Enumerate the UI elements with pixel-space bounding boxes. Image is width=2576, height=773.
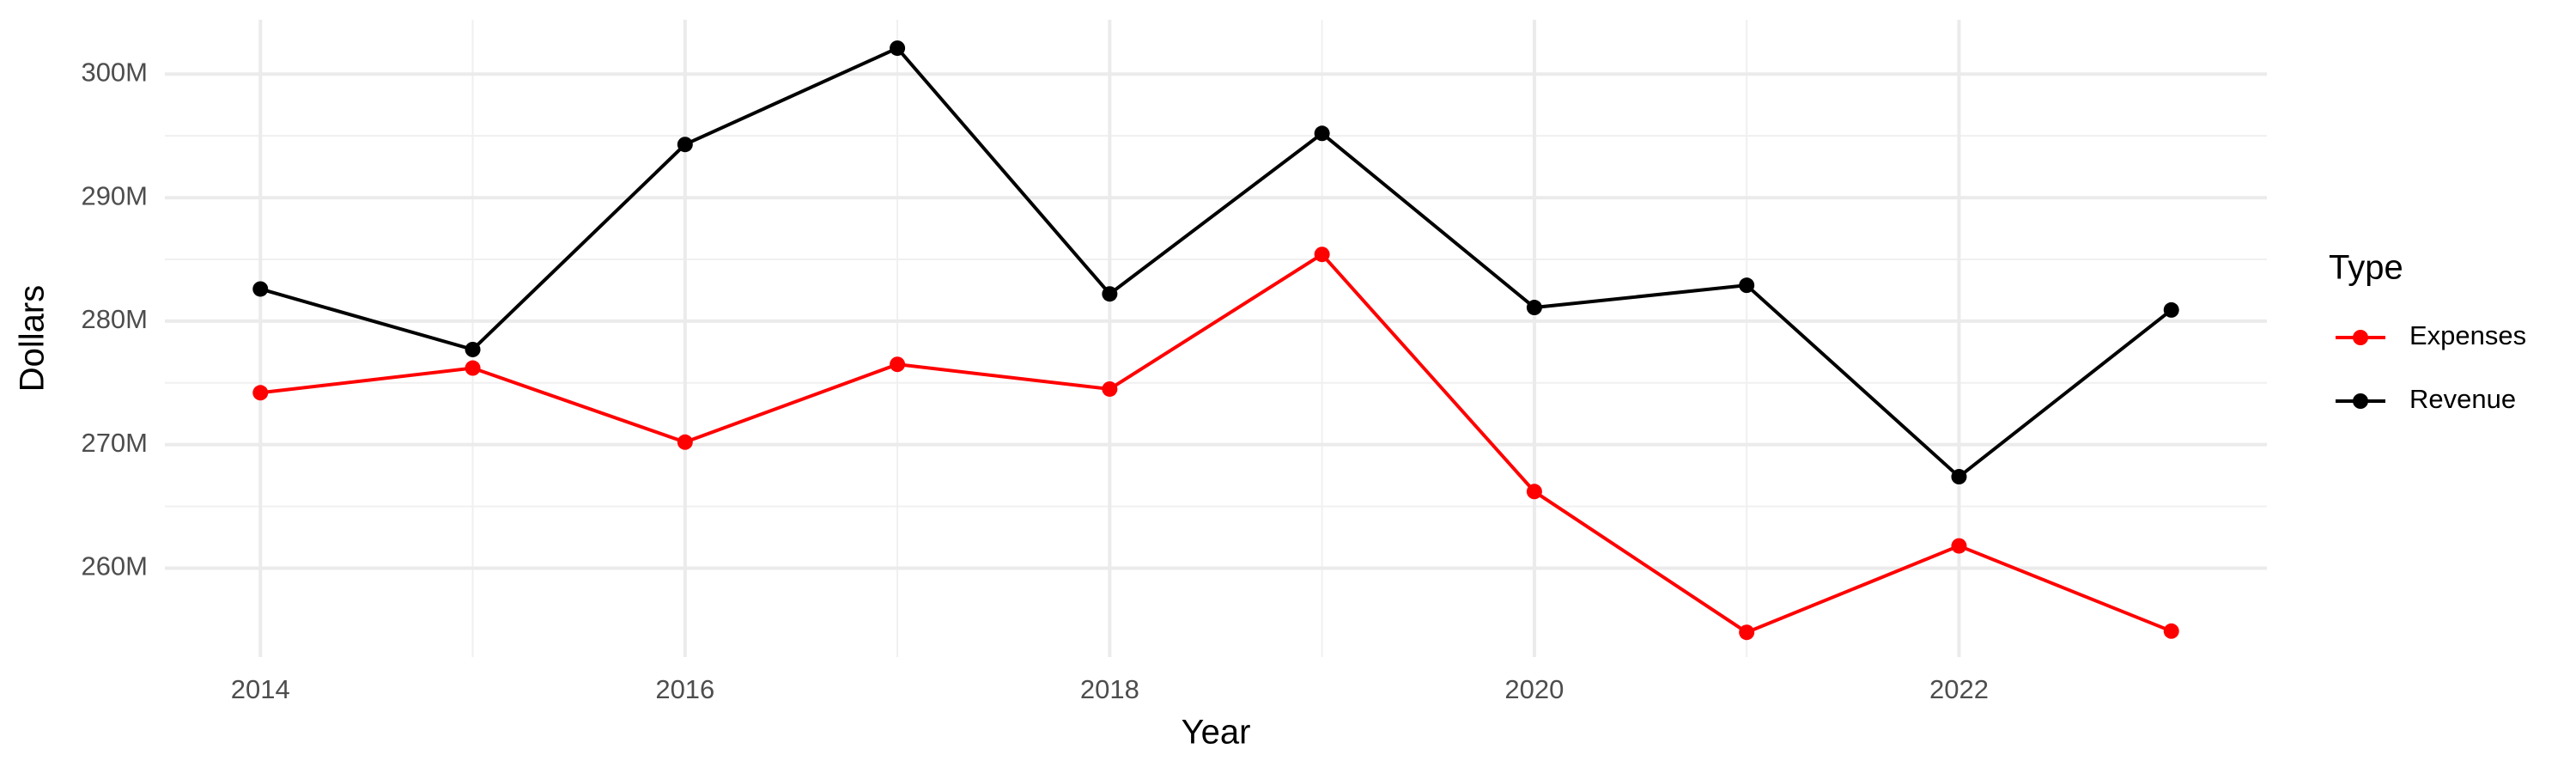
legend-label: Revenue [2409,384,2516,414]
data-point [2163,301,2179,318]
data-point [677,137,693,153]
data-point [1951,469,1967,485]
data-point [1526,484,1542,500]
y-tick-label: 290M [81,180,148,210]
data-point [1526,300,1542,316]
data-point [252,281,269,297]
y-tick-label: 270M [81,428,148,458]
data-point [1314,247,1330,263]
data-point [252,385,269,401]
data-point [465,341,481,357]
series-line [260,252,2172,635]
data-point [2163,623,2179,639]
data-point [890,356,906,373]
y-tick-label: 260M [81,551,148,581]
data-point [1739,277,1755,294]
data-point [1102,380,1118,397]
legend-title: Type [2329,249,2403,287]
data-point [1102,286,1118,302]
data-point [890,40,906,57]
y-tick-label: 280M [81,304,148,334]
legend-key-point [2353,393,2368,409]
x-tick-label: 2022 [1929,674,1989,704]
x-axis-title: Year [1182,714,1251,752]
legend-key-point [2353,330,2368,345]
x-tick-label: 2020 [1504,674,1564,704]
data-point [1739,624,1755,641]
grid: 260M 270M 280M 290M 300M 2014 2016 2018 2020 2022 [81,20,2267,704]
series-line [259,46,2172,479]
marks [252,40,2179,641]
y-tick-label: 300M [81,57,148,87]
data-point [1314,125,1330,142]
data-point [465,360,481,376]
legend-label: Expenses [2409,320,2526,350]
x-tick-label: 2018 [1080,674,1139,704]
data-point [1951,538,1967,554]
data-point [677,434,693,450]
x-tick-label: 2014 [231,674,290,704]
x-tick-label: 2016 [655,674,714,704]
legend: Type Expenses Revenue [2329,249,2526,415]
y-axis-title: Dollars [14,285,52,392]
